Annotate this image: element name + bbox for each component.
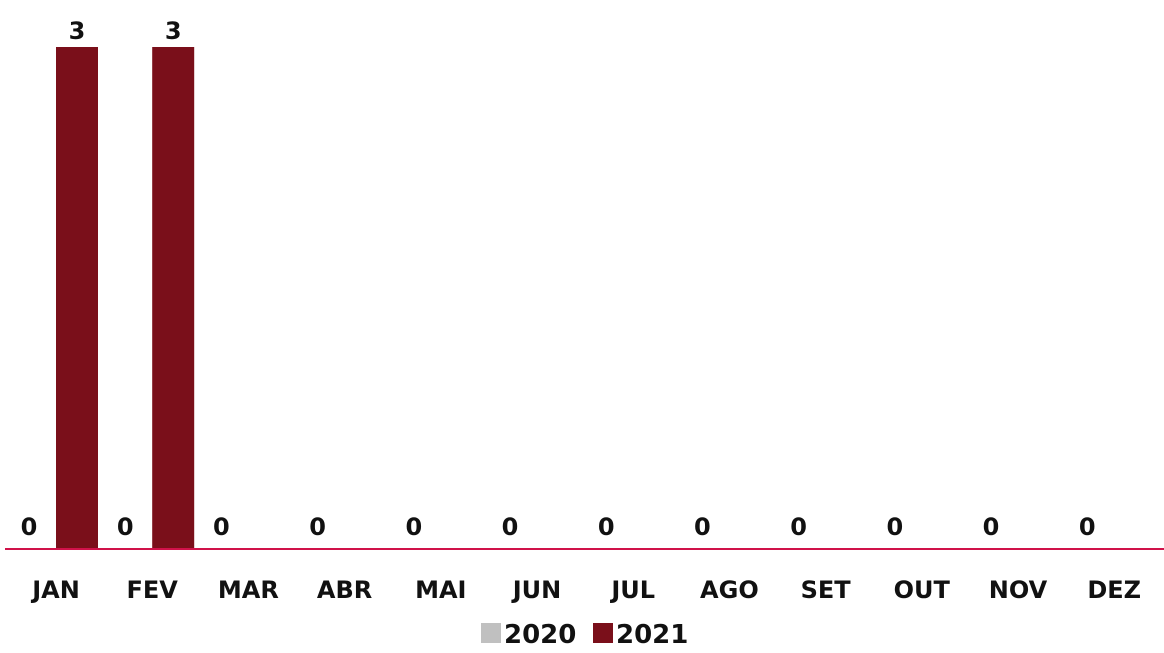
- x-tick-label-fev: FEV: [127, 576, 179, 604]
- data-labels-layer: 0 3 0 3 0 0 0 0 0 0 0 0 0 0: [21, 17, 1096, 541]
- data-label-2020-jun: 0: [502, 513, 519, 541]
- x-tick-label-jun: JUN: [511, 576, 562, 604]
- legend-label-2020: 2020: [504, 620, 576, 649]
- data-label-2021-jan: 3: [69, 17, 86, 45]
- x-tick-label-mai: MAI: [415, 576, 466, 604]
- data-label-2020-out: 0: [886, 513, 903, 541]
- bars-layer: [56, 47, 195, 549]
- x-tick-label-dez: DEZ: [1087, 576, 1141, 604]
- bar-2021-fev: [152, 47, 195, 549]
- x-tick-label-set: SET: [801, 576, 852, 604]
- legend-swatch-2020: [481, 623, 501, 643]
- x-tick-label-jul: JUL: [609, 576, 655, 604]
- data-label-2020-abr: 0: [309, 513, 326, 541]
- data-label-2020-ago: 0: [694, 513, 711, 541]
- x-tick-label-nov: NOV: [989, 576, 1048, 604]
- data-label-2020-jul: 0: [598, 513, 615, 541]
- legend-label-2021: 2021: [616, 620, 688, 649]
- data-label-2020-jan: 0: [21, 513, 38, 541]
- legend: 2020 2021: [481, 620, 688, 650]
- x-tick-labels: JAN FEV MAR ABR MAI JUN JUL AGO SET OUT NOV DEZ: [30, 576, 1141, 604]
- x-tick-label-mar: MAR: [218, 576, 279, 604]
- x-tick-label-abr: ABR: [317, 576, 372, 604]
- data-label-2020-set: 0: [790, 513, 807, 541]
- data-label-2020-mai: 0: [405, 513, 422, 541]
- data-label-2020-dez: 0: [1079, 513, 1096, 541]
- data-label-2020-mar: 0: [213, 513, 230, 541]
- data-label-2021-fev: 3: [165, 17, 182, 45]
- bar-2021-jan: [56, 47, 98, 549]
- data-label-2020-nov: 0: [983, 513, 1000, 541]
- x-tick-label-out: OUT: [894, 576, 951, 604]
- data-label-2020-fev: 0: [117, 513, 134, 541]
- x-tick-label-ago: AGO: [700, 576, 759, 604]
- legend-swatch-2021: [593, 623, 613, 643]
- x-tick-label-jan: JAN: [30, 576, 80, 604]
